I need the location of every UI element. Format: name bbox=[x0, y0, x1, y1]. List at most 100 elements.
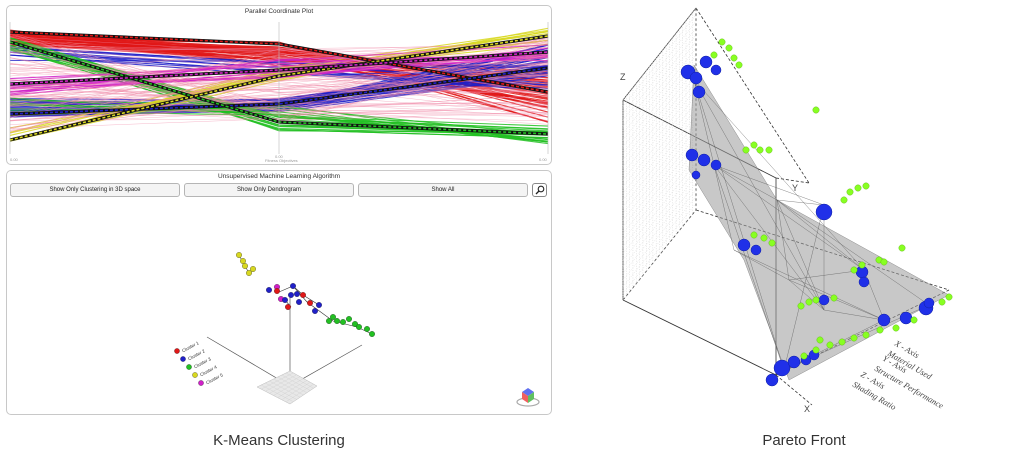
pareto-blue-point bbox=[773, 359, 791, 377]
pareto-green-point bbox=[750, 231, 758, 239]
pareto-green-point bbox=[812, 346, 820, 354]
pareto-blue-point bbox=[691, 170, 701, 180]
cluster-point bbox=[316, 302, 322, 308]
pareto-green-point bbox=[718, 38, 726, 46]
pareto-green-point bbox=[838, 338, 846, 346]
pareto-blue-point bbox=[877, 313, 891, 327]
pareto-green-point bbox=[846, 188, 854, 196]
wall-grid-line bbox=[622, 21, 697, 114]
wall-grid-line bbox=[622, 48, 697, 141]
cluster-point bbox=[236, 252, 242, 258]
mesh-line bbox=[733, 249, 885, 321]
pareto-green-point bbox=[765, 146, 773, 154]
pcp-axis-mid-label: 0.00 bbox=[275, 154, 284, 159]
pareto-green-point bbox=[898, 244, 906, 252]
cluster-point bbox=[274, 288, 280, 294]
pareto-blue-point bbox=[818, 294, 830, 306]
wall-grid-line bbox=[622, 88, 697, 181]
pareto-blue-point bbox=[765, 373, 779, 387]
cluster-point bbox=[242, 263, 248, 269]
mesh-line bbox=[713, 164, 778, 201]
wall-grid-line bbox=[622, 129, 697, 221]
axis-legend: X - Axis Material Used Y - Axis Structur… bbox=[851, 338, 946, 412]
show-clustering-button[interactable]: Show Only Clustering in 3D space bbox=[10, 183, 180, 197]
search-button[interactable] bbox=[532, 183, 547, 197]
pareto-blue-point bbox=[685, 148, 699, 162]
axis-y-label: Y bbox=[792, 183, 798, 193]
cluster-point bbox=[282, 297, 288, 303]
caption-pareto: Pareto Front bbox=[762, 432, 846, 449]
mesh-line bbox=[776, 199, 865, 271]
grid-line bbox=[281, 382, 311, 400]
wall-grid-line bbox=[622, 75, 697, 167]
wall-grid-line bbox=[622, 108, 697, 201]
pareto-blue-point bbox=[710, 64, 722, 76]
pareto-blue-point bbox=[858, 276, 870, 288]
cluster-point bbox=[326, 318, 332, 324]
mesh-line bbox=[823, 309, 885, 321]
wall-grid-line bbox=[622, 142, 697, 234]
show-all-button[interactable]: Show All bbox=[358, 183, 528, 197]
wall-grid-line bbox=[622, 95, 697, 187]
wall-grid-line bbox=[622, 14, 697, 107]
legend-marker bbox=[186, 364, 192, 370]
mesh-line bbox=[713, 164, 825, 206]
pareto-front-view: Z Y X X - Axis Material Used Y - Axis St… bbox=[620, 7, 953, 414]
pareto-blue-point bbox=[923, 297, 935, 309]
mesh-line bbox=[713, 164, 785, 371]
grid-line bbox=[277, 380, 307, 398]
cluster-point bbox=[352, 321, 358, 327]
pcp-axis-mid-title: Fitness Objectives bbox=[265, 158, 298, 163]
pareto-green-point bbox=[735, 61, 743, 69]
mesh-line bbox=[776, 199, 790, 281]
pareto-green-point bbox=[862, 182, 870, 190]
pareto-green-point bbox=[938, 298, 946, 306]
mesh-line bbox=[776, 199, 825, 311]
cluster-point bbox=[356, 324, 362, 330]
mesh-line bbox=[713, 164, 865, 271]
wall-grid-line bbox=[622, 68, 697, 161]
pareto-green-point bbox=[725, 44, 733, 52]
cluster-point bbox=[307, 300, 313, 306]
view-cube-icon[interactable] bbox=[516, 388, 540, 407]
wall-grid-line bbox=[622, 196, 697, 287]
cluster-point bbox=[266, 287, 272, 293]
surface-mesh bbox=[693, 79, 930, 371]
ml-panel: Unsupervised Machine Learning Algorithm … bbox=[6, 170, 552, 415]
pareto-green-point bbox=[805, 298, 813, 306]
grid-line bbox=[261, 384, 294, 402]
pareto-green-point bbox=[850, 266, 858, 274]
wall-grid-line bbox=[622, 209, 697, 301]
pareto-green-point bbox=[854, 184, 862, 192]
pareto-green-point bbox=[760, 234, 768, 242]
pareto-green-point bbox=[910, 316, 918, 324]
caption-kmeans: K-Means Clustering bbox=[213, 432, 345, 449]
pareto-green-point bbox=[816, 336, 824, 344]
pareto-blue-point bbox=[710, 159, 722, 171]
wall-grid-line bbox=[622, 182, 697, 274]
pareto-green-point bbox=[858, 261, 866, 269]
pareto-green-point bbox=[812, 296, 820, 304]
pareto-blue-point bbox=[787, 355, 801, 369]
legend-label: Cluster 5 bbox=[205, 372, 224, 385]
cluster-point bbox=[364, 326, 370, 332]
legend-marker bbox=[174, 348, 180, 354]
wall-grid-line bbox=[622, 122, 697, 214]
mesh-line bbox=[693, 79, 785, 371]
grid-line bbox=[269, 380, 301, 398]
mesh-line bbox=[693, 79, 865, 271]
ml-title: Unsupervised Machine Learning Algorithm bbox=[217, 173, 341, 180]
search-icon bbox=[535, 185, 544, 195]
show-dendrogram-button[interactable]: Show Only Dendrogram bbox=[184, 183, 354, 197]
mesh-line bbox=[788, 279, 825, 311]
pareto-green-point bbox=[850, 334, 858, 342]
axis-line bbox=[775, 374, 813, 406]
pareto-green-point bbox=[876, 326, 884, 334]
pareto-blue-point bbox=[899, 311, 913, 325]
cluster-point bbox=[300, 292, 306, 298]
pareto-green-point bbox=[830, 294, 838, 302]
pareto-green-point bbox=[750, 141, 758, 149]
pareto-green-point bbox=[862, 331, 870, 339]
cluster-point bbox=[340, 319, 346, 325]
